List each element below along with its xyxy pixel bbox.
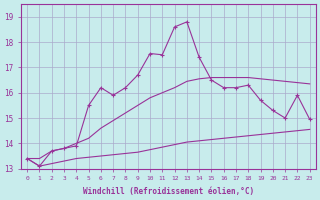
X-axis label: Windchill (Refroidissement éolien,°C): Windchill (Refroidissement éolien,°C) [83,187,254,196]
